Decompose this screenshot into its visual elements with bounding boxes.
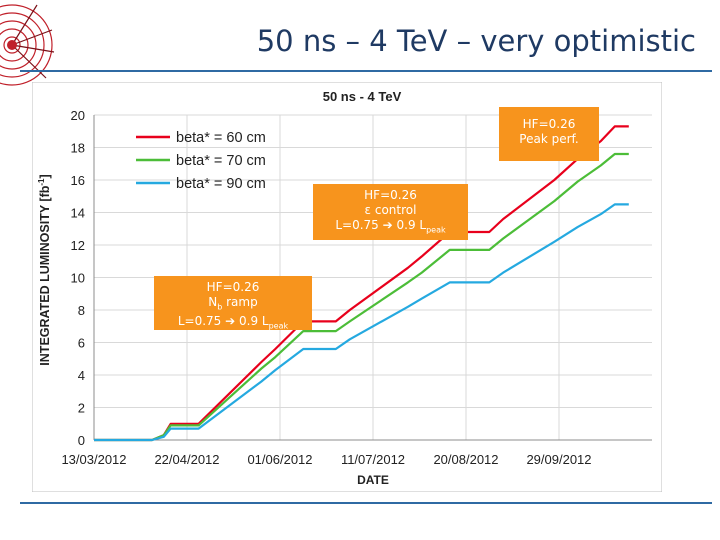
annotation-emittance-control: HF=0.26 ε control L=0.75 ➔ 0.9 Lpeak	[313, 184, 468, 240]
y-tick-label: 2	[78, 401, 85, 416]
y-tick-label: 18	[71, 141, 85, 156]
y-tick-label: 4	[78, 368, 85, 383]
chart-title: 50 ns - 4 TeV	[323, 89, 402, 104]
annotation-peak-perf: HF=0.26 Peak perf.	[499, 107, 599, 161]
y-tick-label: 14	[71, 206, 85, 221]
y-tick-label: 10	[71, 271, 85, 286]
y-tick-label: 16	[71, 173, 85, 188]
x-tick-label: 13/03/2012	[61, 452, 126, 467]
legend-label: beta* = 70 cm	[176, 153, 266, 169]
y-tick-label: 20	[71, 108, 85, 123]
title-divider	[20, 70, 712, 72]
x-tick-label: 11/07/2012	[341, 452, 405, 467]
chart-legend: beta* = 60 cm beta* = 70 cm beta* = 90 cm	[136, 130, 266, 192]
x-axis-label: DATE	[357, 473, 389, 487]
x-tick-label: 22/04/2012	[154, 452, 219, 467]
series-line-1	[94, 125, 629, 442]
footer-divider	[20, 502, 712, 504]
y-tick-label: 12	[71, 238, 85, 253]
x-tick-label: 29/09/2012	[526, 452, 591, 467]
x-tick-label: 20/08/2012	[433, 452, 498, 467]
lhc-logo-icon	[0, 4, 55, 86]
y-tick-label: 8	[78, 303, 85, 318]
series-line-3	[94, 203, 629, 442]
y-tick-label: 6	[78, 336, 85, 351]
y-tick-label: 0	[78, 433, 85, 448]
x-tick-label: 01/06/2012	[247, 452, 312, 467]
slide-title: 50 ns – 4 TeV – very optimistic	[256, 24, 696, 58]
chart-axes: 0 2 4 6 8 10 12 14 16 18 20 13/03/2012 22/04/2012 01/…	[61, 108, 652, 467]
legend-label: beta* = 90 cm	[176, 176, 266, 192]
series-line-2	[94, 152, 629, 442]
legend-label: beta* = 60 cm	[176, 130, 266, 146]
annotation-nb-ramp: HF=0.26 Nb ramp L=0.75 ➔ 0.9 Lpeak	[154, 276, 312, 331]
chart-series	[94, 125, 629, 442]
y-axis-label: INTEGRATED LUMINOSITY [fb-1]	[37, 174, 52, 365]
